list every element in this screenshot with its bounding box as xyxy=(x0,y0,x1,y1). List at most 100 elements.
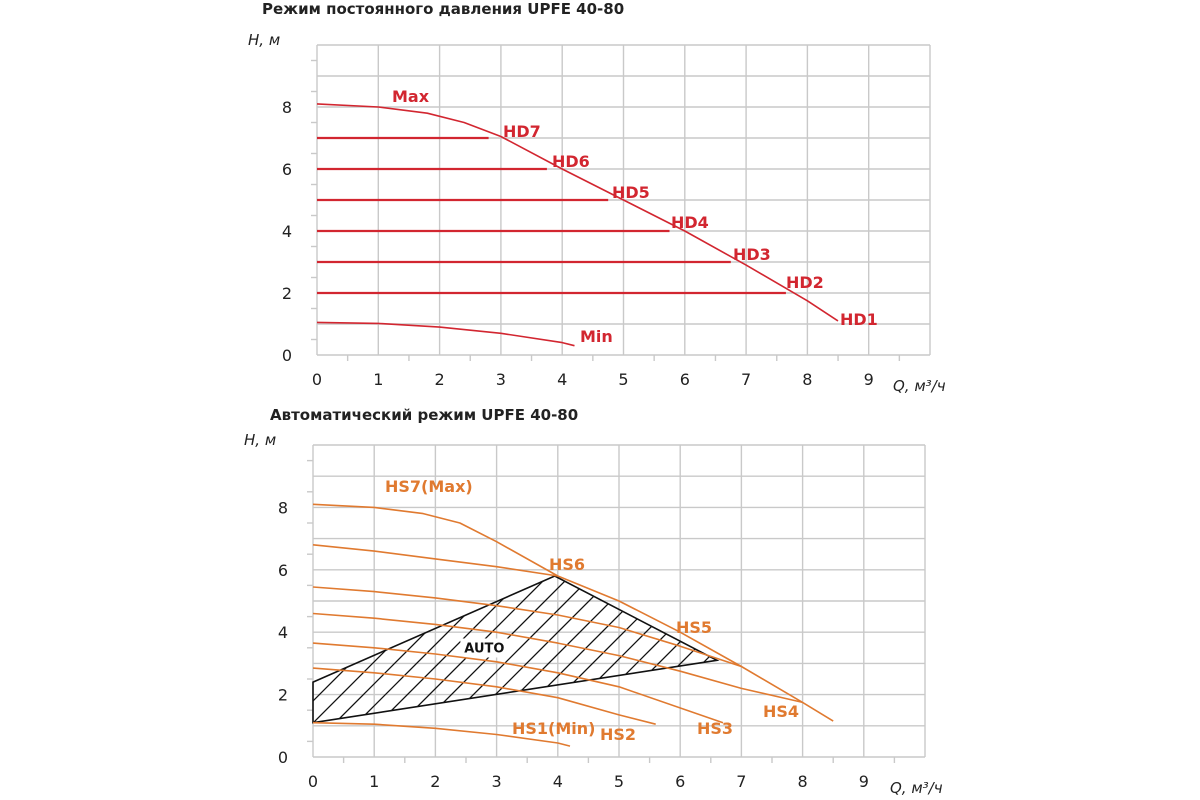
auto-region-outline xyxy=(312,575,720,724)
hatch-line xyxy=(313,576,644,723)
hatch-line xyxy=(929,437,1200,767)
x-tick-label: 1 xyxy=(369,772,379,791)
chart-bottom: 0 1 2 3 4 5 6 7 8 9 0 2 4 6 8 H, м Q, м³/ч AUTO HS7(Max) HS… xyxy=(0,431,1200,797)
hatch-line xyxy=(1171,437,1200,767)
series-line-hs2 xyxy=(312,667,656,725)
hatch-line xyxy=(0,437,203,767)
hatch-line xyxy=(313,576,380,723)
series-label-hd2: HD2 xyxy=(786,273,824,292)
hatch-line xyxy=(841,437,1171,767)
x-tick-label: 8 xyxy=(798,772,808,791)
auto-hatch xyxy=(0,437,1200,767)
x-tick-label: 5 xyxy=(614,772,624,791)
hatch-line xyxy=(1061,437,1200,767)
x-tick-label: 5 xyxy=(618,370,628,389)
hatch-line xyxy=(1105,437,1200,767)
x-tick-label: 6 xyxy=(675,772,685,791)
hatch-line xyxy=(532,576,717,723)
hatch-line xyxy=(642,576,717,723)
hatch-line xyxy=(775,437,1105,767)
hatch-line xyxy=(1017,437,1200,767)
hatch-line xyxy=(863,437,1193,767)
y-tick-label: 0 xyxy=(282,346,292,365)
x-tick-label: 9 xyxy=(859,772,869,791)
series-label-hd7: HD7 xyxy=(503,122,541,141)
auto-label: AUTO xyxy=(464,641,504,656)
series-line-max xyxy=(316,103,839,322)
series-label-hs4: HS4 xyxy=(763,702,799,721)
hatch-line xyxy=(708,576,717,723)
hatch-line xyxy=(0,437,247,767)
x-tick-label: 0 xyxy=(312,370,322,389)
y-tick-label: 0 xyxy=(278,748,288,767)
series-line-hs3 xyxy=(312,642,724,724)
series-label-hd6: HD6 xyxy=(552,152,590,171)
hatch-line xyxy=(313,576,358,723)
series-line-hs6 xyxy=(312,544,558,577)
y-tick-label: 6 xyxy=(282,160,292,179)
hatch-line xyxy=(995,437,1200,767)
grid xyxy=(307,444,926,763)
hatch-line xyxy=(1039,437,1200,767)
x-tick-label: 9 xyxy=(864,370,874,389)
hatch-line xyxy=(1149,437,1200,767)
hatch-line xyxy=(819,437,1149,767)
x-tick-label: 2 xyxy=(430,772,440,791)
hatch-line xyxy=(313,576,314,723)
auto-label-bg xyxy=(460,638,509,658)
series-label-hs1: HS1(Min) xyxy=(512,719,595,738)
y-axis-title: H, м xyxy=(244,431,276,449)
x-tick-label: 2 xyxy=(435,370,445,389)
series-label-max: Max xyxy=(392,87,430,106)
series-line-hs1min xyxy=(312,721,571,747)
hatch-line xyxy=(1127,437,1200,767)
x-tick-label: 7 xyxy=(741,370,751,389)
y-axis-title: H, м xyxy=(248,31,280,49)
series-label-hd3: HD3 xyxy=(733,245,771,264)
x-tick-label: 1 xyxy=(373,370,383,389)
hatch-line xyxy=(907,437,1200,767)
hatch-line xyxy=(1083,437,1200,767)
x-tick-label: 3 xyxy=(496,370,506,389)
series-label-hd1: HD1 xyxy=(840,310,878,329)
series-label-hs7: HS7(Max) xyxy=(385,477,473,496)
y-tick-label: 2 xyxy=(278,686,288,705)
hatch-line xyxy=(0,437,269,767)
x-axis-title: Q, м³/ч xyxy=(890,779,943,797)
hatch-line xyxy=(313,576,336,723)
x-tick-label: 6 xyxy=(680,370,690,389)
hatch-line xyxy=(973,437,1200,767)
series-label-hs3: HS3 xyxy=(697,719,733,738)
hatch-line xyxy=(0,437,225,767)
hatch-line xyxy=(664,576,717,723)
series-label-hd4: HD4 xyxy=(671,213,709,232)
hatch-line xyxy=(797,437,1127,767)
x-tick-label: 7 xyxy=(736,772,746,791)
x-tick-label: 4 xyxy=(557,370,567,389)
series-line-min xyxy=(316,321,575,347)
y-tick-label: 8 xyxy=(282,98,292,117)
y-tick-label: 2 xyxy=(282,284,292,303)
x-tick-label: 4 xyxy=(553,772,563,791)
series-line-hs4 xyxy=(312,612,803,704)
chart-title-top: Режим постоянного давления UPFE 40-80 xyxy=(262,0,625,18)
series-line-hs5 xyxy=(312,586,742,668)
chart-title-bottom: Автоматический режим UPFE 40-80 xyxy=(270,406,579,424)
x-tick-label: 0 xyxy=(308,772,318,791)
y-tick-label: 4 xyxy=(278,623,288,642)
y-tick-label: 8 xyxy=(278,498,288,517)
x-axis-title: Q, м³/ч xyxy=(893,377,946,395)
hatch-line xyxy=(313,576,534,723)
y-tick-label: 6 xyxy=(278,561,288,580)
chart-top: 0 1 2 3 4 5 6 7 8 9 0 2 4 6 8 H, м Q, м³/ч Max HD7 HD6 HD5 HD… xyxy=(248,31,946,395)
series-label-hs5: HS5 xyxy=(676,618,712,637)
y-tick-label: 4 xyxy=(282,222,292,241)
hatch-line xyxy=(885,437,1200,767)
hatch-line xyxy=(0,437,291,767)
series-label-hd5: HD5 xyxy=(612,183,650,202)
series-label-hs2: HS2 xyxy=(600,725,636,744)
hatch-line xyxy=(686,576,717,723)
x-tick-label: 3 xyxy=(492,772,502,791)
hatch-line xyxy=(951,437,1200,767)
x-tick-label: 8 xyxy=(802,370,812,389)
